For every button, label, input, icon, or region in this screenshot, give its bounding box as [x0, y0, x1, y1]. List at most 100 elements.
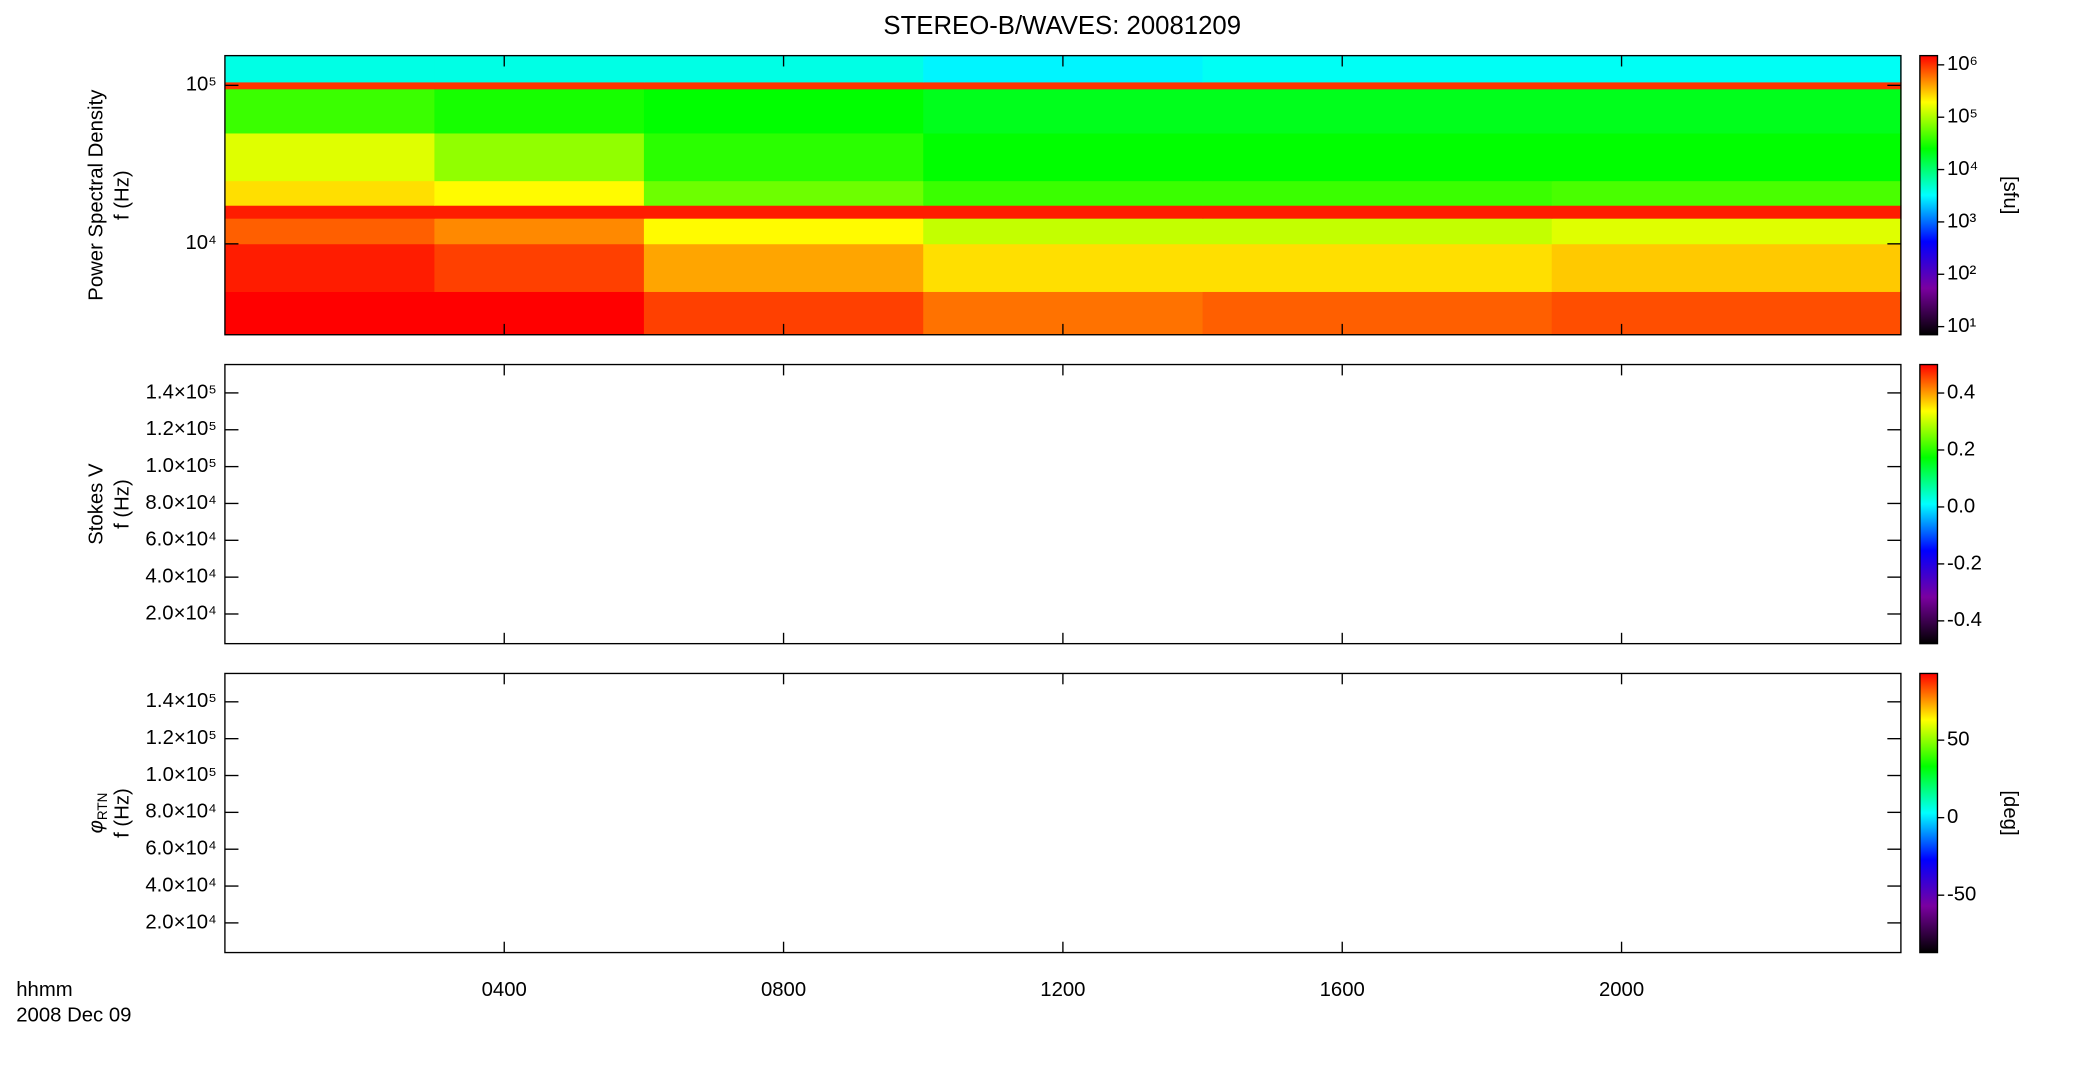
heatmap-cell [1202, 55, 1553, 83]
heatmap-cell [434, 133, 645, 182]
heatmap-cell [1551, 55, 1902, 83]
y-tick-label: 1.4×10⁵ [146, 690, 217, 712]
heatmap-cell [923, 133, 1204, 182]
y-tick-label: 8.0×10⁴ [145, 801, 216, 823]
heatmap-cell [434, 291, 645, 336]
heatmap-cell [643, 88, 924, 134]
heatmap-cell [1202, 218, 1553, 245]
heatmap-cell [923, 180, 1204, 206]
heatmap-cell [1551, 88, 1902, 134]
colorbar-tick-label: 0.0 [1947, 495, 1975, 517]
y-axis-label-text: Stokes V [86, 463, 108, 545]
heatmap-cell [1551, 180, 1902, 206]
colorbar-tick-label: 50 [1947, 729, 1970, 751]
heatmap-cell [1202, 243, 1553, 292]
colorbar-tick-label: 0 [1947, 806, 1958, 828]
x-tick-label: 1200 [1040, 979, 1085, 1001]
colorbar-tick-label: 0.2 [1947, 438, 1975, 460]
y-axis-label-text: φ [86, 820, 108, 833]
colorbar-tick-label: -0.4 [1947, 609, 1982, 631]
colorbar-tick-label: 10³ [1947, 210, 1977, 232]
heatmap-cell [1202, 88, 1553, 134]
heatmap-cell [1551, 218, 1902, 245]
date-label: 2008 Dec 09 [16, 1005, 131, 1027]
y-axis-label-sub: RTN [95, 793, 110, 821]
heatmap-cell [1551, 291, 1902, 336]
colorbar [1919, 363, 1939, 645]
y-tick-label: 2.0×10⁴ [145, 911, 216, 933]
y-tick-label: 1.4×10⁵ [146, 381, 217, 403]
heatmap-cell [434, 205, 645, 219]
y-tick-label: 6.0×10⁴ [145, 838, 216, 860]
y-tick-label: 10⁴ [185, 232, 216, 254]
y-tick-label: 8.0×10⁴ [145, 492, 216, 514]
y-tick-label: 1.0×10⁵ [146, 764, 217, 786]
heatmap-cell [643, 218, 924, 245]
heatmap-cell [1551, 243, 1902, 292]
y-axis-label: f (Hz) [112, 170, 134, 220]
heatmap-cell [643, 180, 924, 206]
plot-frame [224, 363, 1902, 645]
heatmap-cell [224, 55, 436, 83]
heatmap-cell [1202, 205, 1553, 219]
y-axis-label: Stokes V [86, 463, 108, 545]
heatmap-cell [1202, 81, 1553, 90]
heatmap-cell [643, 205, 924, 219]
y-axis-label: Power Spectral Density [86, 89, 108, 301]
heatmap-cell [923, 205, 1204, 219]
colorbar-label: [deg] [1999, 790, 2021, 835]
y-tick-label: 2.0×10⁴ [145, 602, 216, 624]
y-tick-label: 1.2×10⁵ [146, 727, 217, 749]
heatmap-cell [1551, 133, 1902, 182]
heatmap-cell [224, 88, 436, 134]
heatmap-cell [224, 291, 436, 336]
chart-title: STEREO-B/WAVES: 20081209 [883, 12, 1241, 40]
y-tick-label: 1.2×10⁵ [146, 418, 217, 440]
heatmap-cell [643, 81, 924, 90]
colorbar-tick-label: -0.2 [1947, 552, 1982, 574]
heatmap-cell [224, 180, 436, 206]
heatmap-cell [923, 243, 1204, 292]
heatmap-cell [643, 243, 924, 292]
colorbar-tick-label: 10⁴ [1947, 158, 1978, 180]
colorbar [1919, 672, 1939, 954]
x-tick-label: 1600 [1320, 979, 1365, 1001]
y-axis-label-text: Power Spectral Density [86, 89, 108, 301]
x-tick-label: 0800 [761, 979, 806, 1001]
colorbar-tick-label: 10⁶ [1947, 53, 1978, 75]
colorbar-tick-label: 10¹ [1947, 315, 1977, 337]
colorbar-label: [sfu] [1999, 176, 2021, 214]
y-tick-label: 4.0×10⁴ [145, 566, 216, 588]
colorbar-tick-label: 0.4 [1947, 381, 1975, 403]
heatmap-cell [224, 133, 436, 182]
heatmap-cell [1202, 180, 1553, 206]
y-tick-label: 1.0×10⁵ [146, 455, 217, 477]
y-axis-label: φRTN [86, 793, 110, 834]
heatmap-cell [923, 218, 1204, 245]
y-tick-label: 4.0×10⁴ [145, 874, 216, 896]
y-tick-label: 10⁵ [186, 74, 217, 96]
heatmap-cell [434, 55, 645, 83]
heatmap-cell [224, 205, 436, 219]
heatmap-cell [1202, 291, 1553, 336]
heatmap-cell [224, 81, 436, 90]
heatmap-cell [434, 243, 645, 292]
plot-frame [224, 672, 1902, 954]
y-axis-label: f (Hz) [112, 479, 134, 529]
heatmap-cell [434, 218, 645, 245]
y-tick-label: 6.0×10⁴ [145, 529, 216, 551]
heatmap-cell [434, 88, 645, 134]
heatmap-cell [224, 243, 436, 292]
x-tick-label: 2000 [1599, 979, 1644, 1001]
heatmap-cell [1551, 205, 1902, 219]
heatmap-cell [434, 180, 645, 206]
heatmap-cell [643, 133, 924, 182]
heatmap-cell [923, 81, 1204, 90]
heatmap-cell [224, 218, 436, 245]
colorbar-tick-label: -50 [1947, 884, 1976, 906]
heatmap-cell [434, 81, 645, 90]
y-axis-label: f (Hz) [112, 788, 134, 838]
colorbar [1919, 54, 1939, 336]
heatmap-cell [1202, 133, 1553, 182]
colorbar-tick-label: 10² [1947, 263, 1977, 285]
